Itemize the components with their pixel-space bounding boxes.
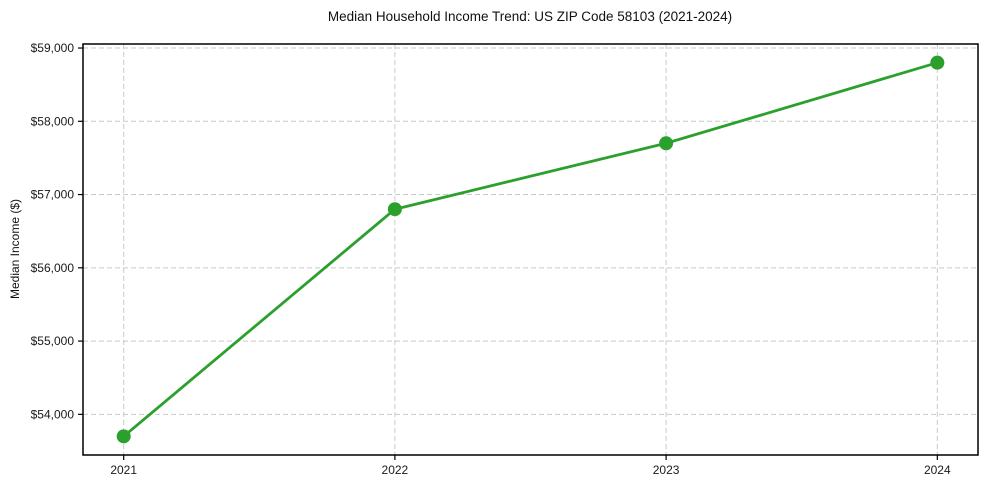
trend-line [122,61,939,438]
plot-layer: $54,000 $55,000 $56,000 $57,000 $58,000 $59,0… [31,41,979,477]
x-tick-label: 2022 [382,463,409,477]
y-tick-label: $54,000 [31,407,75,421]
y-tick-label: $59,000 [31,41,75,55]
plot-area [83,44,978,455]
data-point-marker [387,202,402,217]
x-tick-label: 2024 [924,463,951,477]
y-axis-label: Median Income ($) [8,199,22,299]
data-point-marker [930,55,945,70]
y-tick-label: $57,000 [31,188,75,202]
x-tick-label: 2021 [110,463,137,477]
data-point-marker [116,429,131,444]
y-tick-label: $55,000 [31,334,75,348]
chart-title: Median Household Income Trend: US ZIP Co… [328,9,732,24]
plot-border [82,43,979,456]
x-tick-label: 2023 [653,463,680,477]
y-tick-label: $56,000 [31,261,75,275]
y-tick-label: $58,000 [31,114,75,128]
data-point-marker [659,136,674,151]
